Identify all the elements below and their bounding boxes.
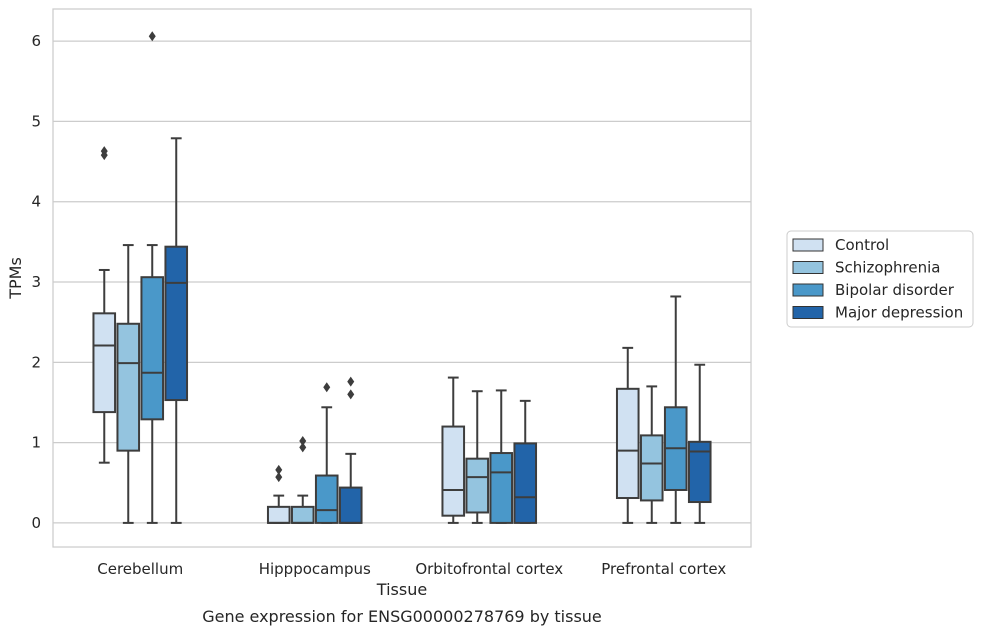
outlier-point [275, 464, 283, 475]
box-body [92, 312, 117, 414]
outlier-point [299, 442, 307, 453]
outlier-point [275, 472, 283, 483]
box [266, 464, 291, 524]
box [489, 389, 514, 524]
legend-swatch [792, 306, 824, 319]
box [465, 390, 490, 524]
box [92, 146, 117, 464]
y-tick-label: 5 [31, 112, 41, 130]
box [615, 346, 640, 524]
series-group [116, 244, 664, 524]
legend-frame [786, 230, 974, 328]
x-axis-label: Tissue [376, 580, 427, 599]
legend-entry: Control [835, 236, 889, 254]
y-tick-label: 3 [31, 273, 41, 291]
box-body [266, 505, 291, 524]
box-body [513, 442, 538, 524]
y-tick-labels: 0 1 2 3 4 5 6 [31, 32, 41, 532]
box [116, 244, 141, 524]
series-group [164, 137, 712, 524]
legend-swatch [792, 261, 824, 274]
box [140, 31, 165, 524]
box-body [140, 276, 165, 421]
box-body [489, 452, 514, 524]
y-tick-label: 6 [31, 32, 41, 50]
box-groups [92, 31, 712, 524]
box-body [314, 474, 339, 524]
box-body [116, 322, 141, 452]
box-body [687, 440, 712, 504]
box-body [639, 434, 664, 502]
box-body [441, 425, 466, 517]
legend-swatch [792, 238, 824, 252]
box-body [164, 245, 189, 402]
outlier-point [299, 436, 307, 447]
outlier-point [347, 389, 355, 400]
x-tick-label: Orbitofrontal cortex [415, 560, 563, 578]
box-body [465, 457, 490, 514]
series-group [92, 146, 640, 524]
legend-entry: Bipolar disorder [835, 281, 955, 299]
x-tick-label: Cerebellum [97, 560, 183, 578]
series-group [140, 31, 688, 524]
y-tick-label: 1 [31, 434, 41, 452]
legend-entry: Schizophrenia [835, 259, 940, 277]
box [513, 399, 538, 524]
box [314, 382, 339, 524]
outlier-point [100, 146, 108, 157]
plot-frame [52, 8, 752, 548]
legend-swatch [792, 283, 824, 297]
outlier-point [347, 376, 355, 387]
legend-entry: Major depression [835, 304, 963, 322]
box-body [290, 505, 315, 524]
box [338, 376, 363, 524]
outlier-point [148, 31, 156, 42]
x-tick-labels: Cerebellum Hipppocampus Orbitofrontal cort… [97, 560, 726, 578]
box-body [338, 486, 363, 524]
box [441, 376, 466, 524]
x-tick-label: Prefrontal cortex [601, 560, 726, 578]
box [290, 436, 315, 524]
box [639, 385, 664, 524]
y-tick-label: 0 [31, 514, 41, 532]
legend: Control Schizophrenia Bipolar disorder Majo… [786, 230, 974, 328]
y-axis-label: TPMs [6, 257, 25, 300]
x-tick-label: Hipppocampus [259, 560, 371, 578]
chart-title: Gene expression for ENSG00000278769 by t… [202, 607, 602, 626]
outlier-point [323, 382, 331, 393]
y-tick-label: 2 [31, 353, 41, 371]
box [687, 363, 712, 524]
box [663, 295, 688, 524]
box-body [615, 387, 640, 500]
y-tick-label: 4 [31, 193, 41, 211]
box [164, 137, 189, 524]
